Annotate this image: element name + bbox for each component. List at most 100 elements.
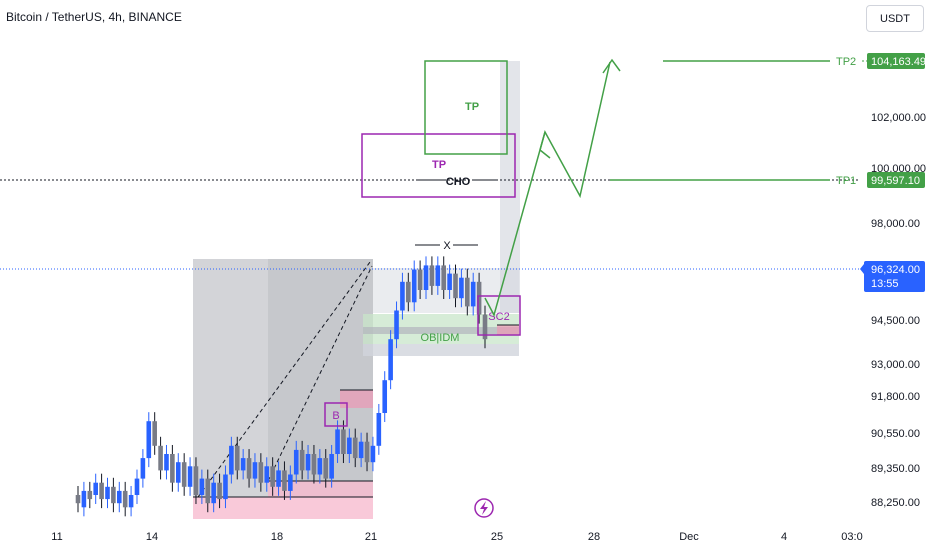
candle-body xyxy=(223,474,228,500)
candle-body xyxy=(81,490,87,508)
projection-arrowhead xyxy=(602,58,621,74)
candle-body xyxy=(170,454,175,483)
candle-body xyxy=(288,474,293,491)
candle-body xyxy=(347,437,352,454)
candle-body xyxy=(146,421,152,459)
candle-body xyxy=(388,339,393,381)
candle-body xyxy=(99,482,104,500)
tp1-price-tag xyxy=(867,172,925,188)
tp2-label: TP2 xyxy=(836,56,856,68)
pink-zone-b xyxy=(340,390,373,408)
current-price-pointer xyxy=(860,264,864,274)
candle-body xyxy=(164,454,169,471)
candle-body xyxy=(441,265,447,290)
candle-body xyxy=(175,462,181,483)
lower-gray-strip xyxy=(363,344,519,356)
currency-button[interactable]: USDT xyxy=(866,5,924,32)
y-tick-label: 102,000.00 xyxy=(871,112,926,124)
candle-body xyxy=(423,265,429,290)
tp-lower-box[interactable] xyxy=(361,133,516,198)
x-tick-label: 25 xyxy=(491,531,503,543)
y-axis: 102,000.00 100,000.00 98,000.00 94,500.0… xyxy=(871,112,926,509)
candle-body xyxy=(335,429,340,454)
x-tick-label: 11 xyxy=(51,531,62,543)
y-tick-label: 88,250.00 xyxy=(871,497,920,509)
candle-body xyxy=(205,478,211,504)
countdown-text: 13:55 xyxy=(871,278,899,290)
candle-body xyxy=(193,466,199,495)
candle-body xyxy=(87,490,93,500)
candle-body xyxy=(229,445,234,475)
b-box[interactable] xyxy=(324,402,348,427)
candle-body xyxy=(252,462,258,479)
candle-body xyxy=(482,314,488,340)
tp-lower-label: TP xyxy=(432,159,446,171)
pink-zone-bottom xyxy=(193,497,373,519)
chart-title: Bitcoin / TetherUS, 4h, BINANCE xyxy=(6,10,182,24)
candle-body xyxy=(75,495,81,504)
x-tick-label: Dec xyxy=(679,531,699,543)
candle-body xyxy=(116,490,122,504)
candle-body xyxy=(134,478,140,495)
x-axis: 11 14 18 21 25 28 Dec 4 03:0 xyxy=(51,531,862,543)
candle-body xyxy=(317,458,323,475)
candle-body xyxy=(246,458,252,479)
candle-body xyxy=(470,281,476,307)
y-tick-label: 93,000.00 xyxy=(871,359,920,371)
candle-body xyxy=(276,470,281,487)
candle-body xyxy=(400,281,405,311)
tp2-price-text: 104,163.49 xyxy=(871,56,926,68)
candle-body xyxy=(459,277,464,299)
candle-body xyxy=(341,429,346,454)
candle-body xyxy=(264,466,270,483)
pink-zone-sc2 xyxy=(497,325,519,335)
tp2-price-tag xyxy=(867,53,925,69)
tp-upper-box[interactable] xyxy=(424,60,508,155)
candle-body xyxy=(476,281,482,315)
candle-body xyxy=(447,273,452,290)
candle-body xyxy=(128,495,134,508)
candle-body xyxy=(305,454,311,471)
candle-body xyxy=(323,458,329,479)
tp1-price-text: 99,597.10 xyxy=(871,175,920,187)
dashed-trend-2 xyxy=(267,265,373,482)
b-label: B xyxy=(332,410,339,422)
y-tick-label: 94,500.00 xyxy=(871,315,920,327)
candle-body xyxy=(358,441,364,459)
candle-body xyxy=(140,458,146,479)
y-tick-label: 91,800.00 xyxy=(871,391,920,403)
x-tick-label: 4 xyxy=(781,531,787,543)
candle-body xyxy=(105,486,110,500)
candle-body xyxy=(382,380,388,413)
candle-body xyxy=(364,441,370,463)
candle-body xyxy=(293,449,299,475)
tp1-label: TP1 xyxy=(836,175,856,187)
projection-wiggle-2 xyxy=(539,149,551,159)
candle-body xyxy=(152,421,157,446)
candle-body xyxy=(258,462,264,483)
candle-body xyxy=(187,466,193,487)
candle-body xyxy=(453,273,458,299)
candle-body xyxy=(211,482,216,504)
candle-body xyxy=(181,462,187,487)
candle-body xyxy=(352,437,358,459)
cho-label: CHO xyxy=(446,176,471,188)
candle-body xyxy=(435,265,441,286)
ob-idm-label: OB|IDM xyxy=(421,332,460,344)
candle-body xyxy=(465,277,470,307)
current-price-text: 96,324.00 xyxy=(871,264,920,276)
candle-body xyxy=(282,470,287,491)
candle-body xyxy=(111,486,116,504)
candle-body xyxy=(311,454,317,475)
x-tick-label: 18 xyxy=(271,531,283,543)
x-tick-label: 03:0 xyxy=(841,531,862,543)
x-tick-label: 14 xyxy=(146,531,158,543)
candle-body xyxy=(329,454,334,479)
ob-idm-gray-strip xyxy=(363,327,519,334)
candles-group xyxy=(75,256,488,517)
candle-body xyxy=(93,482,98,495)
candle-body xyxy=(158,445,163,471)
candle-body xyxy=(234,445,240,471)
candle-body xyxy=(406,281,411,303)
